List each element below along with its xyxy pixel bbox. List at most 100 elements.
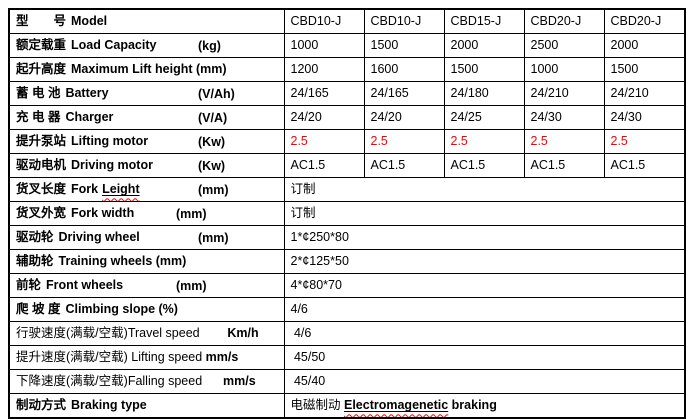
value-chinese: 电磁制动 — [290, 398, 344, 413]
label-english: Front wheels — [46, 278, 124, 293]
row-label-max-lift-height: 起升高度 Maximum Lift height (mm) — [8, 57, 285, 82]
spec-value-span: 电磁制动 Electromagenetic braking — [283, 393, 686, 419]
row-label-falling-speed: 下降速度(满载/空载)Falling speed mm/s — [8, 369, 285, 394]
spec-value-col1: 1200 — [283, 57, 365, 82]
spec-value-col1: AC1.5 — [283, 153, 365, 178]
spec-value-col5: 2000 — [603, 33, 686, 58]
row-label-braking-type: 制动方式 Braking type — [8, 393, 285, 419]
spec-value-col1: 24/165 — [283, 81, 365, 106]
spec-row-load-capacity: 额定载重 Load Capacity (kg) 1000 1500 2000 2500 200… — [8, 33, 686, 58]
label-english: Braking type — [71, 398, 147, 413]
spec-value-col5: 24/30 — [603, 105, 686, 130]
label-chinese: 前轮 — [16, 278, 42, 293]
label-english: Fork width — [71, 206, 135, 221]
spec-row-travel-speed: 行驶速度(满载/空载)Travel speed Km/h 4/6 — [8, 321, 686, 346]
spec-row-fork-length: 货叉长度 Fork Leight (mm) 订制 — [8, 177, 686, 202]
label-english: Climbing slope (%) — [65, 302, 178, 317]
spec-value-span: 1*¢250*80 — [283, 225, 686, 250]
label-chinese: 充 电 器 — [16, 110, 61, 125]
label-english: Charger — [65, 110, 114, 125]
row-label-driving-motor: 驱动电机 Driving motor (Kw) — [8, 153, 285, 178]
spec-value-col3: CBD15-J — [443, 8, 525, 34]
label-unit: mm/s — [223, 374, 256, 389]
spec-value-col3: 24/180 — [443, 81, 525, 106]
label-chinese: 辅助轮 — [16, 254, 54, 269]
spec-value-span: 订制 — [283, 177, 686, 202]
row-label-driving-wheel: 驱动轮 Driving wheel (mm) — [8, 225, 285, 250]
spec-value-col1: CBD10-J — [283, 8, 365, 34]
label-unit: (mm) — [198, 230, 229, 245]
spec-value-span: 4/6 — [283, 297, 686, 322]
spec-row-front-wheels: 前轮 Front wheels (mm) 4*¢80*70 — [8, 273, 686, 298]
spec-value-span: 45/40 — [283, 369, 686, 394]
spec-value-col3: 24/25 — [443, 105, 525, 130]
spec-value-col2: 1600 — [363, 57, 445, 82]
label-unit: (mm) — [198, 182, 229, 197]
spec-row-training-wheels: 辅助轮 Training wheels (mm) 2*¢125*50 — [8, 249, 686, 274]
label-chinese: 驱动轮 — [16, 230, 54, 245]
spec-value-span: 2*¢125*50 — [283, 249, 686, 274]
spec-value-col5: AC1.5 — [603, 153, 686, 178]
spec-table-body: 型 号 Model CBD10-J CBD10-J CBD15-J CBD20-J CBD2… — [8, 8, 686, 419]
spec-value-col2: 24/165 — [363, 81, 445, 106]
label-chinese: 蓄 电 池 — [16, 86, 61, 101]
spec-value-col4: 24/210 — [523, 81, 605, 106]
label-unit: mm/s — [205, 350, 239, 365]
label-chinese: 额定载重 — [16, 38, 67, 53]
label-unit: (V/Ah) — [198, 86, 235, 101]
label-english-misspelled: Leight — [102, 182, 140, 197]
row-label-battery: 蓄 电 池 Battery (V/Ah) — [8, 81, 285, 106]
label-chinese: 型 号 — [16, 14, 67, 29]
spec-value-span: 订制 — [283, 201, 686, 226]
spec-row-climbing-slope: 爬 坡 度 Climbing slope (%) 4/6 — [8, 297, 686, 322]
spec-value-col4: AC1.5 — [523, 153, 605, 178]
label-english: Lifting speed — [127, 350, 206, 365]
label-chinese: 提升速度(满载/空载) — [16, 350, 128, 365]
spec-value-col1: 24/20 — [283, 105, 365, 130]
spec-row-max-lift-height: 起升高度 Maximum Lift height (mm) 1200 1600 1500… — [8, 57, 686, 82]
spec-value-col2: AC1.5 — [363, 153, 445, 178]
label-english: Driving motor — [71, 158, 153, 173]
spec-value-col2: 1500 — [363, 33, 445, 58]
spellcheck-squiggle: Leight — [102, 182, 140, 196]
spec-value-col4: 2.5 — [523, 129, 605, 154]
row-label-model: 型 号 Model — [8, 8, 285, 34]
spellcheck-squiggle: Electromagenetic — [344, 398, 448, 412]
label-unit: (mm) — [176, 278, 207, 293]
spec-value-col4: 2500 — [523, 33, 605, 58]
forklift-spec-table: 型 号 Model CBD10-J CBD10-J CBD15-J CBD20-J CBD2… — [8, 8, 686, 419]
spec-value-col2: CBD10-J — [363, 8, 445, 34]
spec-value-col3: 2000 — [443, 33, 525, 58]
spec-row-battery: 蓄 电 池 Battery (V/Ah) 24/165 24/165 24/180 24/2… — [8, 81, 686, 106]
label-chinese: 制动方式 — [16, 398, 67, 413]
spec-value-col3: 2.5 — [443, 129, 525, 154]
spec-row-lifting-speed: 提升速度(满载/空载) Lifting speed mm/s 45/50 — [8, 345, 686, 370]
spec-value-col3: AC1.5 — [443, 153, 525, 178]
label-chinese: 提升泵站 — [16, 134, 67, 149]
label-english: Maximum Lift height (mm) — [71, 62, 227, 77]
spec-value-col5: 1500 — [603, 57, 686, 82]
spec-value-col5: 2.5 — [603, 129, 686, 154]
label-english: Falling speed — [127, 374, 224, 389]
row-label-lifting-speed: 提升速度(满载/空载) Lifting speed mm/s — [8, 345, 285, 370]
label-english: Travel speed — [127, 326, 228, 341]
label-chinese: 货叉外宽 — [16, 206, 67, 221]
row-label-climbing-slope: 爬 坡 度 Climbing slope (%) — [8, 297, 285, 322]
row-label-travel-speed: 行驶速度(满载/空载)Travel speed Km/h — [8, 321, 285, 346]
row-label-charger: 充 电 器 Charger (V/A) — [8, 105, 285, 130]
label-chinese: 行驶速度(满载/空载) — [16, 326, 128, 341]
spec-row-driving-wheel: 驱动轮 Driving wheel (mm) 1*¢250*80 — [8, 225, 686, 250]
label-english: Battery — [65, 86, 109, 101]
spec-row-fork-width: 货叉外宽 Fork width (mm) 订制 — [8, 201, 686, 226]
row-label-fork-width: 货叉外宽 Fork width (mm) — [8, 201, 285, 226]
spec-value-span: 45/50 — [283, 345, 686, 370]
spec-value-span: 4*¢80*70 — [283, 273, 686, 298]
label-unit: (V/A) — [198, 110, 228, 125]
document-page: { "colors": { "border": "#000000", "text… — [0, 8, 688, 419]
spec-value-col2: 2.5 — [363, 129, 445, 154]
label-unit: (kg) — [198, 38, 221, 53]
label-unit: (Kw) — [198, 134, 226, 149]
spec-value-col5: 24/210 — [603, 81, 686, 106]
spec-value-col2: 24/20 — [363, 105, 445, 130]
label-english: Lifting motor — [71, 134, 149, 149]
